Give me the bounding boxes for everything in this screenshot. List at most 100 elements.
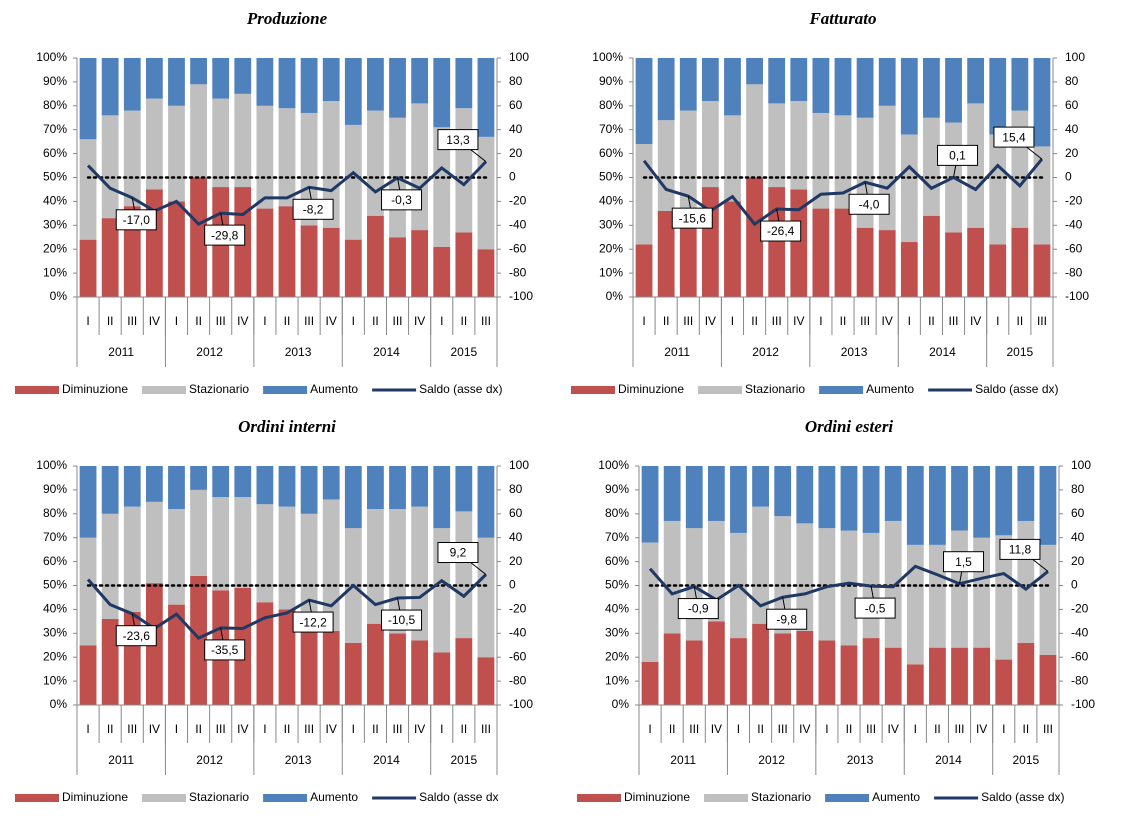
y2-tick-label: -20	[1065, 194, 1083, 208]
bar-segment	[989, 244, 1007, 297]
bar-segment	[322, 58, 340, 102]
legend-label: Diminuzione	[624, 790, 690, 804]
y2-tick-label: -20	[509, 602, 527, 616]
bar-segment	[973, 647, 991, 705]
bar-segment	[641, 542, 659, 662]
x-tick-label: III	[304, 314, 314, 328]
y2-tick-label: -20	[509, 194, 527, 208]
bar-segment	[256, 602, 274, 705]
x-tick-label: IV	[326, 314, 337, 328]
bar-segment	[79, 537, 97, 646]
bar-segment	[433, 246, 451, 297]
y-tick-label: 70%	[43, 530, 67, 544]
y-tick-label: 100%	[36, 50, 67, 64]
x-tick-label: I	[819, 314, 822, 328]
bar-segment	[679, 110, 697, 209]
chart-title: Ordini esteri	[805, 417, 894, 436]
x-group-label: 2012	[196, 753, 223, 767]
bar-segment	[834, 58, 852, 116]
x-tick-label: I	[1002, 722, 1005, 736]
y-tick-label: 40%	[605, 602, 629, 616]
legend-label: Aumento	[872, 790, 920, 804]
bar-segment	[411, 466, 429, 507]
y-tick-label: 50%	[43, 170, 67, 184]
bar-segment	[256, 58, 274, 106]
y-tick-label: 80%	[43, 506, 67, 520]
x-tick-label: IV	[414, 314, 425, 328]
bar-segment	[101, 513, 119, 619]
bar-segment	[389, 58, 406, 118]
label-box	[766, 608, 808, 630]
bar-segment	[212, 98, 230, 188]
x-tick-label: IV	[888, 722, 899, 736]
x-group-label: 2011	[108, 753, 134, 767]
chart-panel: Ordini esteri 0% 10% 20% 30% 40% 50% 60% 70% 80% 9…	[577, 417, 1095, 804]
bar-segment	[101, 466, 119, 514]
y2-tick-label: -40	[1071, 625, 1089, 639]
bar-segment	[752, 466, 769, 507]
bar-segment	[256, 466, 274, 505]
data-label: -29,8	[211, 228, 239, 242]
bar-segment	[123, 506, 141, 612]
y2-tick-label: 60	[1065, 98, 1079, 112]
bar-segment	[1011, 58, 1029, 111]
bar-segment	[433, 652, 451, 705]
y-tick-label: 40%	[43, 194, 67, 208]
legend-label: Stazionario	[189, 382, 249, 396]
x-tick-label: I	[175, 314, 178, 328]
bar-segment	[477, 136, 495, 250]
data-label: -4,0	[859, 197, 880, 211]
y2-tick-label: -80	[1065, 265, 1083, 279]
bar-segment	[724, 58, 741, 116]
legend-label: Saldo (asse dx)	[419, 382, 502, 396]
bar-segment	[856, 227, 874, 297]
x-group-label: 2011	[108, 345, 134, 359]
y2-tick-label: -80	[1071, 673, 1089, 687]
y2-tick-label: 20	[509, 554, 523, 568]
x-tick-label: IV	[326, 722, 337, 736]
y-tick-label: 20%	[43, 241, 67, 255]
bar-segment	[168, 509, 185, 605]
x-tick-label: IV	[882, 314, 893, 328]
x-tick-label: IV	[793, 314, 804, 328]
x-tick-label: II	[195, 722, 202, 736]
x-tick-label: II	[284, 314, 291, 328]
x-tick-label: IV	[237, 314, 248, 328]
y2-tick-label: 100	[1065, 50, 1085, 64]
y2-tick-label: 20	[509, 146, 523, 160]
y2-tick-label: -100	[1065, 289, 1089, 303]
y-tick-label: 60%	[599, 146, 623, 160]
data-label: -12,2	[299, 615, 327, 629]
x-tick-label: II	[669, 722, 676, 736]
x-tick-label: I	[908, 314, 911, 328]
x-group-label: 2014	[929, 345, 956, 359]
label-box	[381, 189, 423, 211]
legend-swatch	[142, 794, 187, 802]
label-box	[381, 609, 423, 631]
bar-segment	[367, 623, 384, 705]
bar-segment	[477, 58, 495, 137]
x-tick-label: IV	[705, 314, 716, 328]
y2-tick-label: -40	[1065, 217, 1083, 231]
y2-tick-label: 80	[509, 74, 523, 88]
x-tick-label: II	[663, 314, 670, 328]
bar-segment	[123, 58, 141, 111]
y-tick-label: 10%	[43, 673, 67, 687]
bar-segment	[411, 230, 429, 297]
x-tick-label: III	[393, 722, 403, 736]
x-tick-label: II	[934, 722, 941, 736]
bar-segment	[278, 108, 296, 207]
bar-segment	[190, 575, 207, 705]
x-tick-label: IV	[414, 722, 425, 736]
y2-tick-label: 0	[509, 170, 516, 184]
x-tick-label: III	[481, 722, 491, 736]
data-label: -9,8	[776, 612, 797, 626]
bar-segment	[724, 201, 741, 297]
bar-segment	[796, 466, 814, 524]
bar-segment	[796, 523, 814, 631]
y2-tick-label: 0	[1065, 170, 1072, 184]
bar-segment	[278, 206, 296, 297]
bar-segment	[812, 208, 830, 297]
legend-swatch	[704, 794, 749, 802]
y-tick-label: 80%	[605, 506, 629, 520]
